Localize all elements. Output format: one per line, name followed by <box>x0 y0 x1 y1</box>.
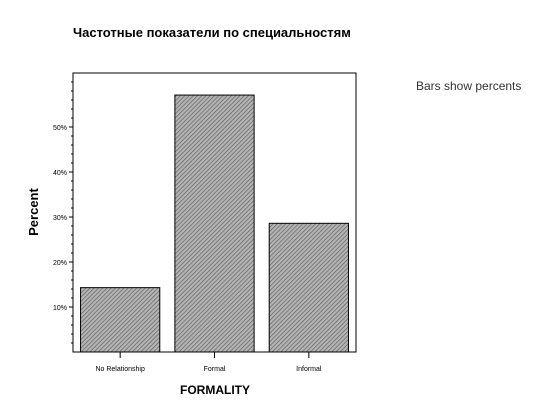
x-tick-label: Formal <box>204 366 226 373</box>
y-tick-label: 20% <box>53 260 67 267</box>
bar-formal <box>174 94 255 353</box>
y-axis-ticks: 10% 20% 30% 40% 50% <box>53 81 73 344</box>
chart-note: Bars show percents <box>416 79 522 93</box>
x-tick-label: No Relationship <box>95 366 145 373</box>
plot-frame <box>72 72 357 353</box>
x-axis-ticks: No Relationship Formal Informal <box>95 352 322 373</box>
x-tick-label: Informal <box>296 366 322 373</box>
y-axis-label: Percent <box>26 187 41 235</box>
y-tick-label: 50% <box>53 125 67 132</box>
bar-no-relationship <box>80 287 161 353</box>
y-tick-label: 40% <box>53 170 67 177</box>
page-title: Частотные показатели по специальностям <box>73 25 351 40</box>
x-axis-label: FORMALITY <box>180 383 250 397</box>
bar-informal <box>268 222 349 353</box>
bars <box>80 94 349 353</box>
y-tick-label: 30% <box>53 215 67 222</box>
y-tick-label: 10% <box>53 305 67 312</box>
